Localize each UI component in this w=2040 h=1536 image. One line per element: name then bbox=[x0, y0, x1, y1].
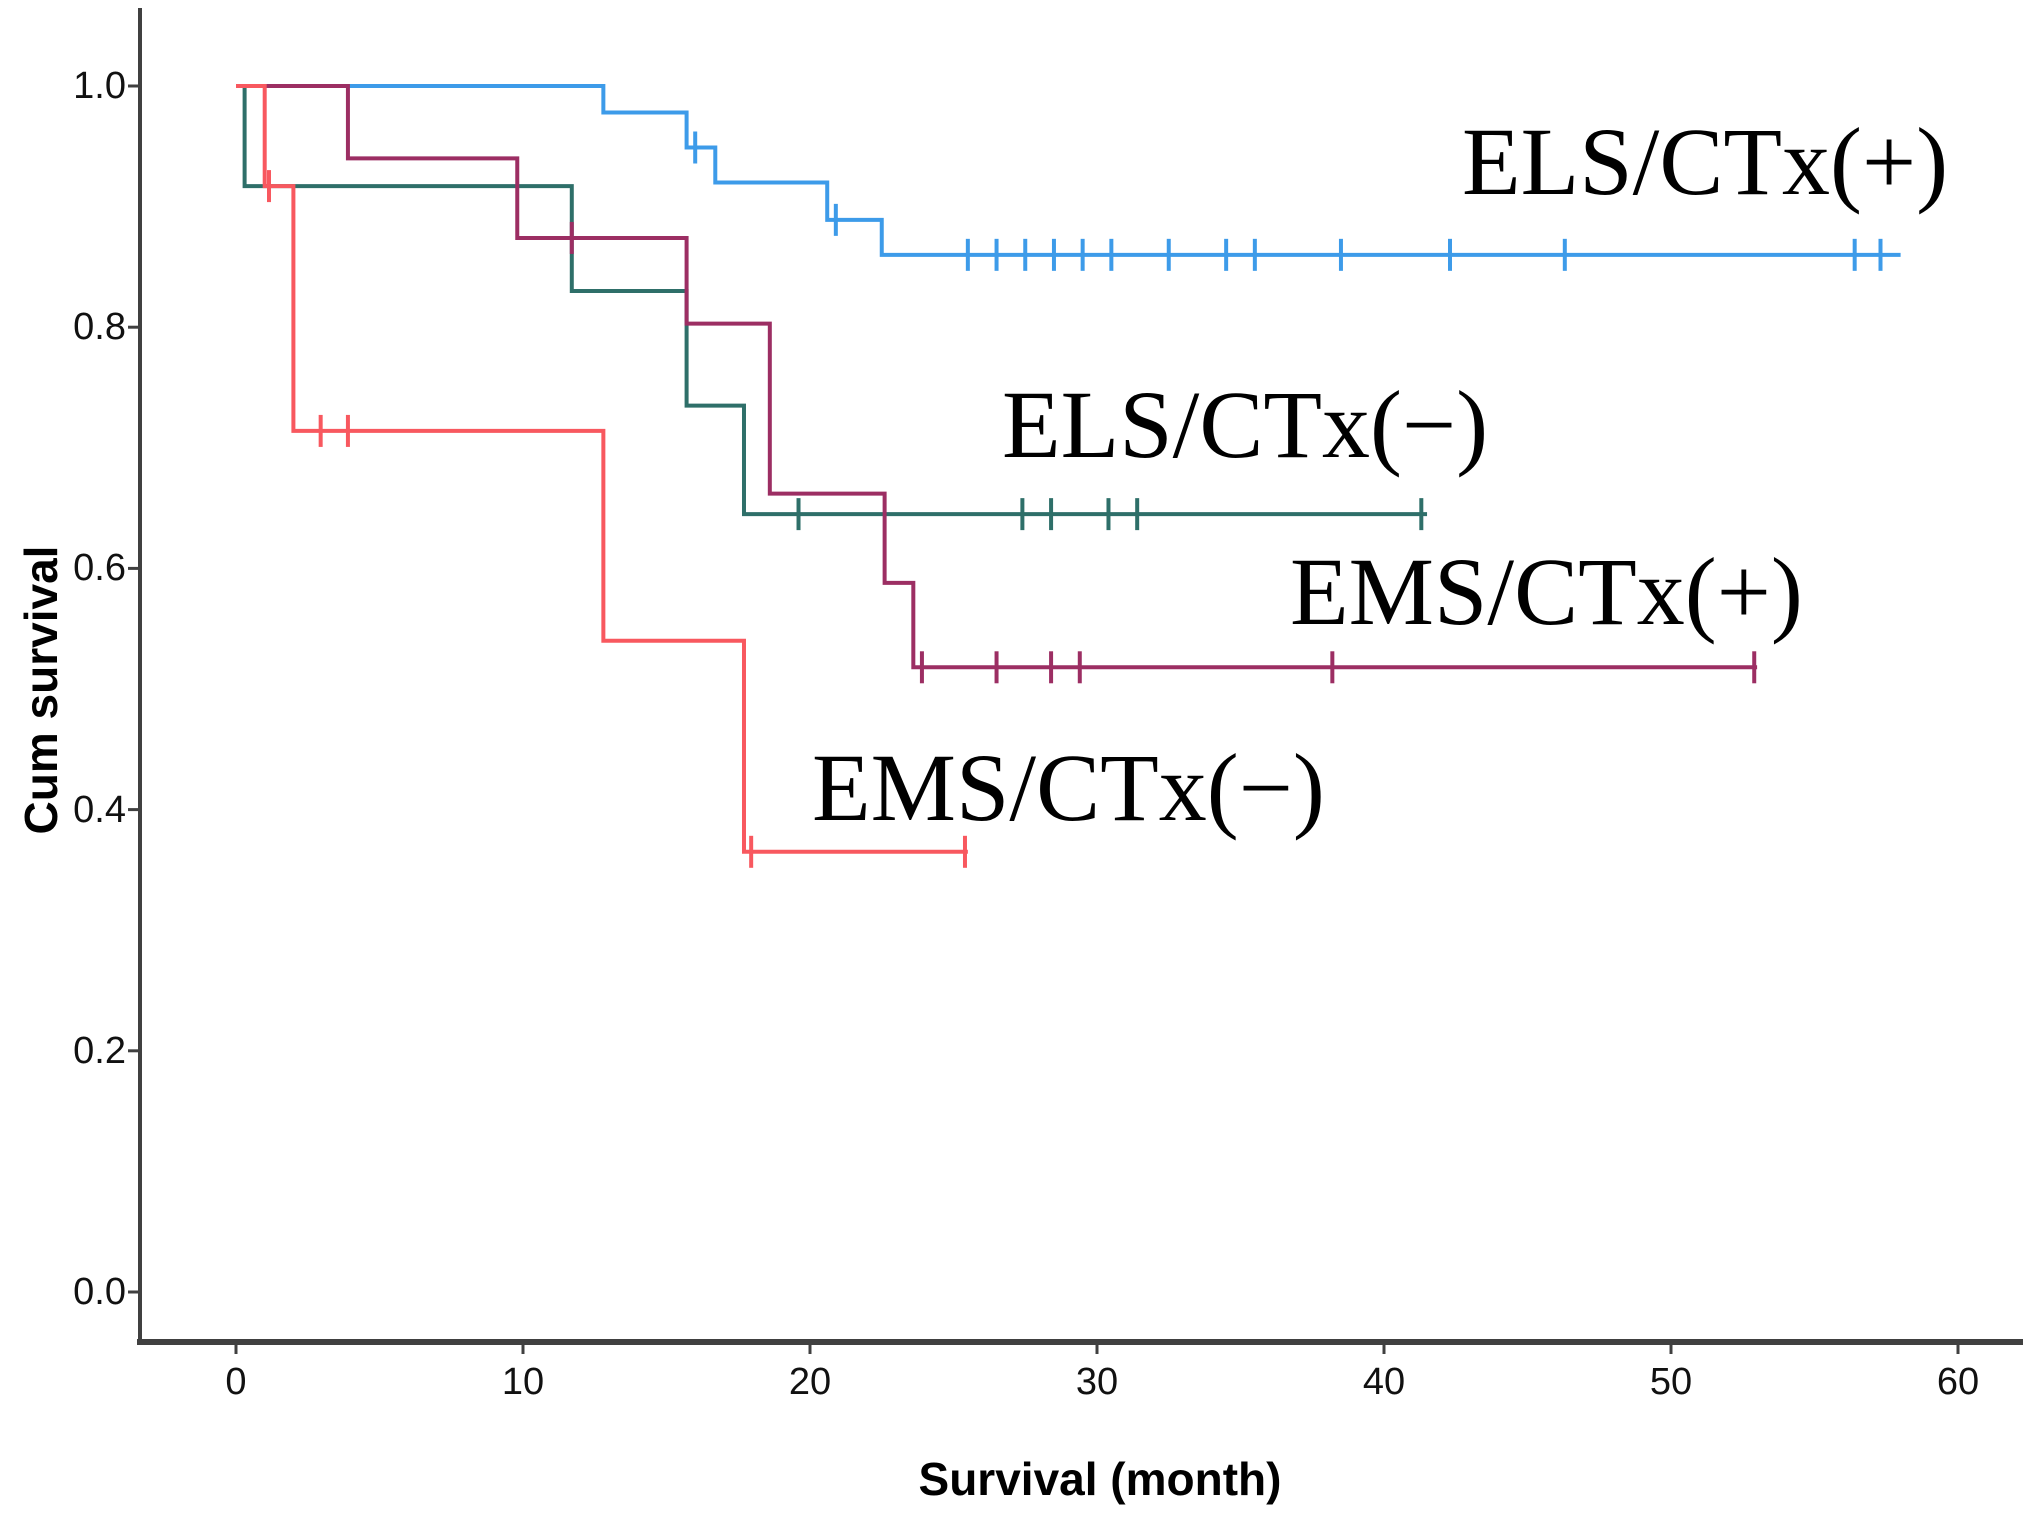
x-tick-label: 20 bbox=[788, 1361, 832, 1403]
y-tick-label: 0.2 bbox=[73, 1029, 126, 1072]
curve-label-ems-ctx-positive: EMS/CTx(+) bbox=[1290, 538, 1803, 645]
x-tick-label: 50 bbox=[1649, 1361, 1693, 1403]
y-tick-label: 1.0 bbox=[73, 65, 126, 107]
y-tick-label: 0.8 bbox=[73, 306, 126, 349]
x-tick-label: 40 bbox=[1362, 1361, 1406, 1403]
x-axis-title: Survival (month) bbox=[918, 1453, 1282, 1505]
x-tick-label: 30 bbox=[1075, 1361, 1119, 1403]
curve-label-ems-ctx-negative: EMS/CTx(−) bbox=[812, 734, 1325, 841]
y-axis-title: Cum survival bbox=[15, 545, 67, 835]
y-tick-label: 0.6 bbox=[73, 547, 126, 590]
survival-curve-2 bbox=[236, 84, 1758, 670]
curve-label-els-ctx-negative: ELS/CTx(−) bbox=[1002, 371, 1489, 478]
x-tick-label: 60 bbox=[1936, 1361, 1980, 1403]
y-tick-label: 0.4 bbox=[73, 788, 126, 831]
y-tick-label: 0.0 bbox=[73, 1271, 126, 1313]
curve-label-els-ctx-positive: ELS/CTx(+) bbox=[1462, 108, 1949, 215]
survival-curve-0 bbox=[236, 84, 1901, 257]
survival-curve-3 bbox=[236, 84, 968, 854]
x-tick-label: 0 bbox=[225, 1361, 247, 1403]
survival-curve-1 bbox=[236, 84, 1428, 517]
x-tick-label: 10 bbox=[501, 1361, 545, 1403]
